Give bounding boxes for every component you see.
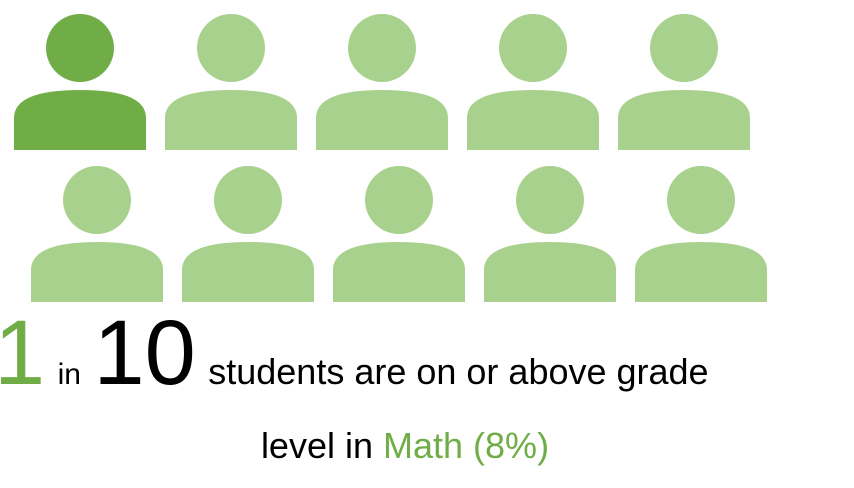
person-head — [516, 166, 584, 234]
person-head — [365, 166, 433, 234]
person-head — [63, 166, 131, 234]
person-body — [484, 242, 616, 302]
person-body — [182, 242, 314, 302]
subject: Math (8%) — [383, 425, 549, 466]
person-body — [467, 90, 599, 150]
caption-text: level in — [261, 425, 373, 466]
person-head — [46, 14, 114, 82]
person-body — [14, 90, 146, 150]
person-body — [635, 242, 767, 302]
person-body — [31, 242, 163, 302]
person-head — [499, 14, 567, 82]
person-body — [618, 90, 750, 150]
person-head — [197, 14, 265, 82]
person-body — [333, 242, 465, 302]
caption-line-1: 1 in 10 students are on or above grade — [0, 302, 709, 404]
caption-text: students are on or above grade — [208, 351, 708, 392]
person-body — [165, 90, 297, 150]
caption-line-2: level in Math (8%) — [261, 425, 549, 466]
person-head — [214, 166, 282, 234]
person-head — [348, 14, 416, 82]
pictogram — [14, 14, 767, 302]
person-head — [650, 14, 718, 82]
total: 10 — [93, 302, 195, 404]
person-body — [316, 90, 448, 150]
joiner: in — [58, 358, 81, 391]
person-head — [667, 166, 735, 234]
count: 1 — [0, 302, 45, 404]
